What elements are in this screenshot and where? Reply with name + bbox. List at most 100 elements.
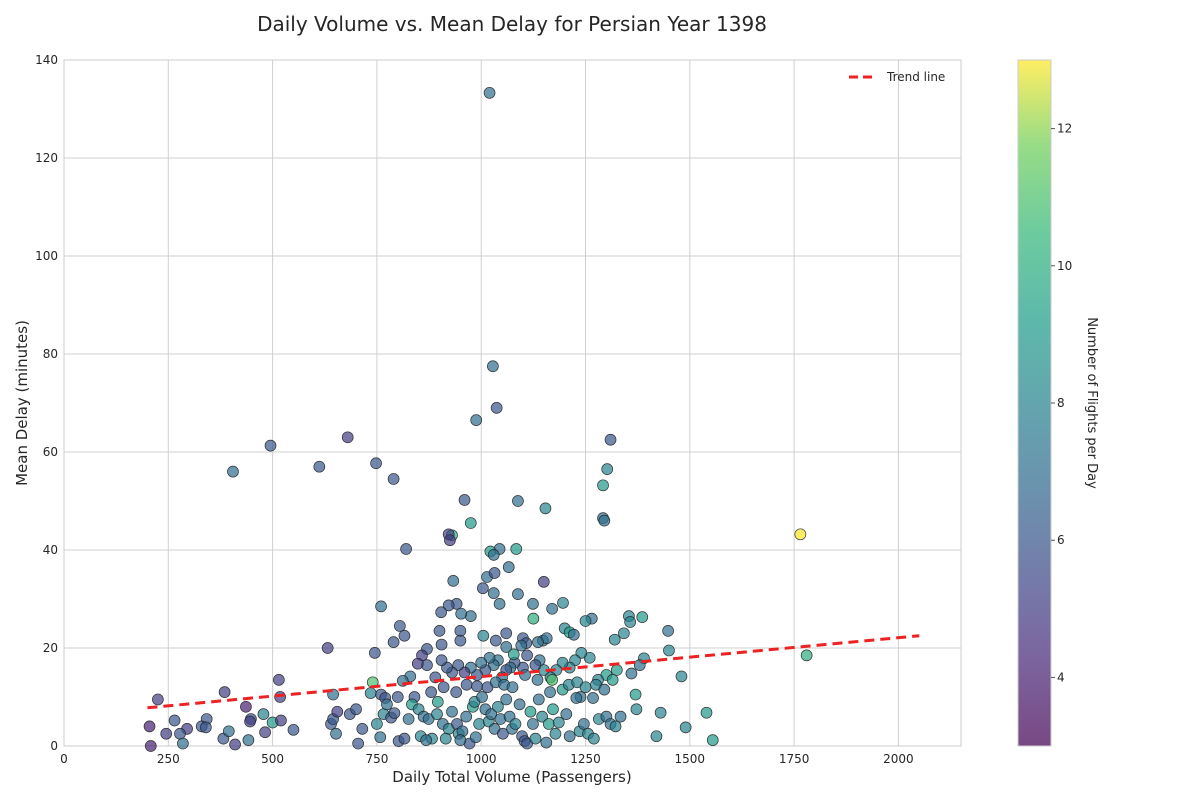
y-axis-label: Mean Delay (minutes) bbox=[13, 320, 31, 486]
data-point bbox=[431, 708, 443, 721]
data-point bbox=[394, 620, 406, 632]
data-point bbox=[477, 582, 489, 595]
data-point bbox=[264, 439, 277, 452]
data-point bbox=[650, 730, 663, 743]
data-point bbox=[341, 431, 354, 444]
data-point bbox=[257, 708, 270, 721]
data-point bbox=[587, 692, 599, 704]
data-point bbox=[411, 657, 424, 670]
data-point bbox=[375, 600, 387, 613]
data-point bbox=[557, 597, 569, 609]
data-point bbox=[437, 681, 450, 694]
y-tick-label: 40 bbox=[43, 543, 58, 557]
y-tick-label: 20 bbox=[43, 641, 58, 655]
data-point bbox=[350, 703, 362, 716]
data-point bbox=[492, 700, 504, 713]
data-point bbox=[549, 727, 562, 740]
data-point bbox=[614, 710, 627, 723]
data-point bbox=[529, 659, 542, 672]
x-tick-label: 500 bbox=[261, 752, 284, 766]
data-point bbox=[374, 731, 387, 744]
data-point bbox=[524, 705, 537, 718]
colorbar-tick-label: 6 bbox=[1057, 533, 1065, 547]
data-point bbox=[222, 725, 235, 738]
data-point bbox=[455, 607, 468, 620]
data-point bbox=[527, 718, 539, 730]
data-point bbox=[398, 629, 411, 642]
data-point bbox=[313, 460, 326, 473]
data-point bbox=[579, 681, 592, 694]
data-point bbox=[521, 649, 533, 662]
data-point bbox=[636, 611, 649, 623]
data-point bbox=[663, 644, 675, 657]
data-point bbox=[630, 703, 643, 716]
data-point bbox=[454, 634, 467, 647]
data-point bbox=[331, 705, 344, 718]
data-point bbox=[546, 602, 558, 615]
data-point bbox=[488, 567, 501, 579]
data-point bbox=[625, 667, 638, 680]
data-point bbox=[444, 534, 456, 547]
trend-line bbox=[147, 634, 920, 710]
colorbar: 4 6 8 10 12 Number of Flights per Day bbox=[1017, 59, 1099, 747]
data-point bbox=[177, 737, 189, 750]
data-point bbox=[800, 649, 813, 662]
data-point bbox=[152, 693, 164, 706]
data-point bbox=[513, 698, 526, 711]
data-point bbox=[536, 710, 548, 723]
data-point bbox=[608, 633, 621, 646]
data-point bbox=[483, 86, 496, 99]
data-point bbox=[510, 543, 523, 555]
data-point bbox=[469, 731, 482, 744]
data-point bbox=[794, 528, 807, 541]
data-point bbox=[537, 575, 550, 588]
data-point bbox=[431, 696, 444, 708]
data-point bbox=[601, 463, 614, 475]
data-point bbox=[460, 678, 473, 691]
data-point bbox=[487, 587, 500, 599]
data-point bbox=[539, 502, 552, 515]
grid-lines bbox=[63, 59, 961, 747]
data-point bbox=[519, 669, 531, 681]
data-point bbox=[618, 627, 630, 640]
data-point bbox=[500, 693, 513, 706]
data-point bbox=[588, 732, 600, 745]
data-point bbox=[476, 691, 488, 703]
data-point bbox=[577, 718, 590, 730]
data-point bbox=[388, 707, 401, 720]
data-point bbox=[512, 588, 524, 600]
data-point bbox=[700, 706, 713, 719]
data-point bbox=[143, 720, 156, 733]
data-point bbox=[507, 648, 520, 661]
y-tick-label: 80 bbox=[43, 347, 58, 361]
x-axis-label: Daily Total Volume (Passengers) bbox=[392, 768, 631, 786]
data-point bbox=[218, 686, 231, 698]
colorbar-tick-label: 10 bbox=[1057, 259, 1072, 273]
data-point bbox=[540, 736, 553, 749]
data-point bbox=[579, 615, 592, 627]
legend: Trend line bbox=[849, 70, 945, 84]
data-point bbox=[398, 732, 411, 745]
data-point bbox=[402, 713, 415, 725]
colorbar-tick-label: 12 bbox=[1057, 122, 1072, 136]
x-tick-label: 0 bbox=[60, 752, 68, 766]
data-point bbox=[604, 433, 617, 446]
data-point bbox=[552, 716, 565, 729]
x-tick-label: 250 bbox=[157, 752, 180, 766]
colorbar-ticks: 4 6 8 10 12 bbox=[1051, 122, 1072, 684]
colorbar-gradient bbox=[1018, 60, 1051, 746]
data-point bbox=[464, 517, 477, 529]
data-point bbox=[624, 616, 637, 628]
legend-trend-label: Trend line bbox=[886, 70, 945, 84]
data-point bbox=[500, 627, 513, 640]
data-point bbox=[662, 624, 674, 637]
data-point bbox=[244, 715, 256, 728]
data-point bbox=[675, 670, 688, 683]
data-point bbox=[470, 414, 483, 426]
data-point bbox=[435, 654, 448, 667]
data-point bbox=[471, 680, 483, 693]
data-point bbox=[174, 727, 186, 740]
data-point bbox=[433, 624, 446, 637]
data-point bbox=[563, 730, 576, 743]
